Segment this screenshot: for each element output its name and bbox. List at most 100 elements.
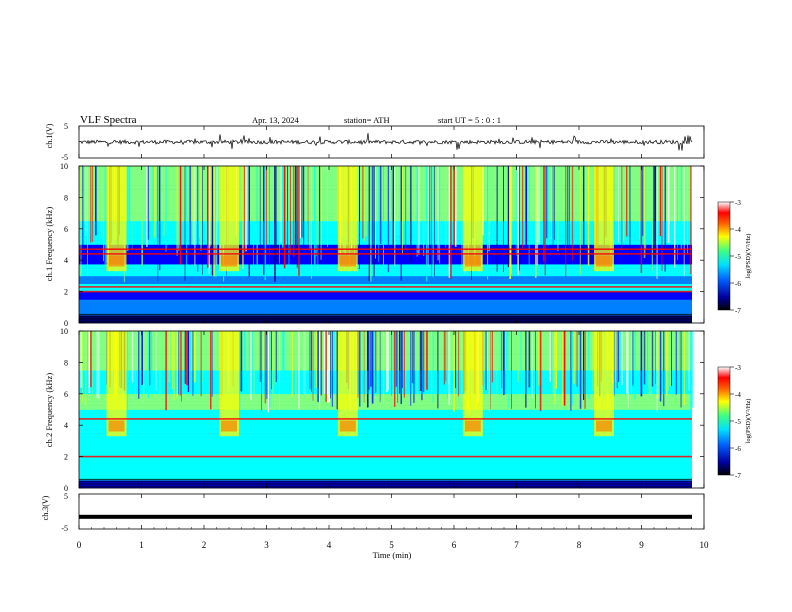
xtick-label: 8 [577, 540, 582, 550]
ch1-colorbar-label: log(PSD)(V²/Hz) [745, 234, 752, 279]
spectrogram-sferic [546, 166, 548, 239]
spectrogram-sferic [515, 166, 517, 256]
spectrogram-burst-core [596, 420, 612, 432]
spectrogram-sferic [507, 166, 509, 268]
spectrogram-burst-core [221, 255, 237, 267]
spectrogram-sferic [208, 166, 210, 275]
spectrogram-sferic [418, 166, 420, 255]
spectrogram-band [79, 382, 692, 387]
spectrogram-band [79, 401, 692, 406]
ytick-label: 0 [64, 319, 68, 328]
spectrogram-burst-core [464, 255, 481, 267]
spectrogram-sferic [690, 166, 692, 274]
spectrogram-burst-core [596, 255, 612, 267]
spectrogram-sferic [216, 166, 218, 266]
spectrogram-band [79, 185, 692, 190]
spectrogram-sferic [453, 166, 455, 246]
spectrogram-sferic [282, 166, 284, 248]
spectrogram-sferic [275, 166, 277, 262]
spectrogram-sferic [571, 166, 574, 261]
spectrogram-sferic [531, 331, 533, 399]
spectrogram-sferic [253, 331, 255, 408]
spectrogram-sferic [671, 331, 672, 386]
spectrogram-sferic [535, 331, 536, 409]
spectrogram-sferic [680, 166, 683, 250]
colorbar-tick-label: -3 [735, 364, 741, 372]
spectrogram-sferic [299, 166, 301, 238]
spectrogram-sferic [655, 331, 656, 384]
spectrogram-band [79, 166, 692, 171]
spectrogram-sferic [400, 331, 402, 405]
spectrogram-sferic [587, 331, 590, 399]
spectrogram-sferic [213, 166, 215, 277]
spectrogram-band [79, 299, 692, 304]
spectrogram-sferic [309, 166, 311, 249]
spectrogram-sferic [453, 331, 455, 412]
spectrogram-sferic [379, 331, 381, 402]
spectrogram-sferic [267, 166, 269, 243]
spectrogram-sferic [522, 166, 524, 248]
spectrogram-band [79, 169, 692, 175]
ch3-waveform-ytick-bottom: -5 [61, 524, 68, 533]
spectrogram-sferic [90, 331, 92, 388]
spectrogram-sferic [431, 166, 432, 277]
spectrogram-sferic [197, 166, 199, 272]
spectrogram-sferic [141, 331, 143, 385]
spectrogram-band [79, 468, 692, 473]
spectrogram-sferic [314, 166, 316, 269]
spectrogram-sferic [629, 166, 631, 257]
ytick-label: 4 [64, 421, 68, 430]
spectrogram-sferic [370, 331, 372, 387]
spectrogram-sferic [154, 166, 156, 238]
spectrogram-sferic [642, 166, 644, 236]
ch2-spectrogram-panel: 0 2 4 6 8 10 ch.2 Frequency (kHz) [44, 327, 705, 493]
spectrogram-narrowband-line [79, 248, 692, 250]
spectrogram-band [79, 303, 692, 308]
spectrogram-lf-stripe [79, 319, 692, 321]
spectrogram-sferic [147, 166, 149, 240]
spectrogram-narrowband-line [79, 286, 692, 288]
ytick-label: 0 [64, 484, 68, 493]
spectrogram-sferic [189, 166, 191, 265]
spectrogram-sferic [168, 331, 170, 383]
spectrogram-sferic [583, 166, 585, 254]
spectrogram-band [79, 358, 692, 363]
spectrogram-burst [337, 166, 358, 272]
spectrogram-band [79, 291, 692, 296]
spectrogram-sferic [552, 166, 554, 258]
spectrogram-narrowband-line [79, 253, 692, 255]
spectrogram-band [79, 315, 692, 320]
spectrogram-sferic [623, 166, 625, 242]
spectrogram-sferic [171, 331, 173, 390]
spectrogram-sferic [528, 331, 531, 388]
spectrogram-sferic [317, 166, 319, 272]
spectrogram-sferic [461, 166, 463, 269]
spectrogram-sferic [496, 331, 498, 409]
spectrogram-sferic [159, 331, 161, 398]
spectrogram-sferic [643, 166, 646, 258]
spectrogram-sferic [210, 331, 212, 410]
spectrogram-sferic [312, 331, 314, 401]
spectrogram-band [79, 346, 692, 351]
spectrogram-sferic [176, 331, 178, 398]
ch1-waveform-ytick-bottom: -5 [61, 153, 68, 162]
spectrogram-band [79, 456, 692, 461]
spectrogram-burst-core [464, 420, 481, 432]
spectrogram-sferic [503, 331, 505, 395]
spectrogram-sferic [367, 331, 369, 408]
spectrogram-sferic [104, 166, 106, 267]
spectrogram-sferic [301, 166, 303, 238]
start-ut-label: start UT = 5 : 0 : 1 [438, 115, 501, 125]
spectrogram-sferic [634, 331, 636, 400]
spectrogram-sferic [643, 331, 646, 385]
spectrogram-sferic [368, 331, 370, 390]
spectrogram-sferic [186, 331, 188, 386]
spectrogram-sferic [490, 331, 491, 410]
spectrogram-sferic [583, 331, 585, 400]
ch2-colorbar-gradient [717, 366, 731, 476]
spectrogram-sferic [248, 166, 250, 277]
spectrogram-band [79, 240, 692, 245]
spectrogram-sferic [85, 331, 87, 406]
spectrogram-lf-stripe [79, 315, 692, 317]
spectrogram-band [79, 256, 692, 261]
